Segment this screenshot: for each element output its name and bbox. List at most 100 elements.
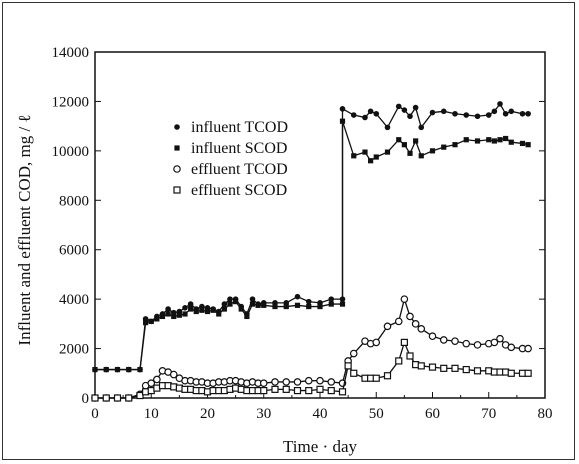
data-point-influent-tcod — [452, 110, 458, 117]
x-tick-label: 0 — [91, 406, 99, 422]
data-point-influent-scod — [255, 302, 261, 308]
data-point-effluent-tcod — [473, 341, 482, 349]
data-point-influent-scod — [204, 308, 211, 315]
data-point-effluent-tcod — [349, 349, 358, 358]
y-tick-label: 10000 — [52, 144, 90, 160]
x-axis: 0 10 20 30 40 50 60 70 80 — [91, 392, 553, 422]
data-point-effluent-scod — [316, 385, 324, 393]
data-point-effluent-scod — [136, 391, 144, 400]
data-point-effluent-scod — [383, 372, 392, 380]
data-point-effluent-scod — [271, 385, 279, 393]
data-point-influent-scod — [92, 366, 98, 373]
y-tick-label: 6000 — [59, 243, 89, 259]
data-point-influent-scod — [216, 311, 222, 317]
data-point-influent-scod — [114, 366, 121, 373]
data-point-effluent-scod — [395, 357, 403, 365]
data-point-effluent-tcod — [490, 338, 499, 347]
data-point-effluent-tcod — [439, 336, 448, 344]
data-point-effluent-tcod — [462, 339, 471, 348]
data-point-influent-scod — [165, 311, 171, 317]
data-point-influent-tcod — [165, 306, 171, 312]
legend-marker-effluent-scod — [173, 186, 181, 194]
data-point-effluent-scod — [417, 362, 425, 370]
data-point-influent-tcod — [497, 101, 503, 107]
data-point-influent-tcod — [384, 124, 391, 131]
data-point-influent-tcod — [485, 112, 492, 118]
data-point-influent-scod — [176, 312, 182, 318]
legend-label-influent-scod: influent SCOD — [191, 140, 287, 157]
data-point-influent-scod — [261, 302, 267, 308]
y-axis-title: Influent and effluent COD, mg / ℓ — [15, 114, 34, 345]
data-point-influent-tcod — [440, 108, 447, 115]
legend-label-influent-tcod: influent TCOD — [191, 119, 288, 136]
x-tick-label: 40 — [313, 406, 328, 422]
data-point-influent-scod — [407, 150, 413, 156]
legend-marker-effluent-tcod — [173, 165, 181, 173]
legend-marker-influent-scod — [174, 145, 180, 151]
data-point-influent-scod — [294, 302, 301, 308]
data-point-effluent-scod — [305, 386, 313, 395]
data-point-influent-scod — [508, 139, 514, 145]
data-point-effluent-scod — [327, 386, 335, 395]
series-line-influent-tcod — [95, 102, 529, 371]
data-point-effluent-scod — [406, 352, 414, 360]
data-point-influent-scod — [244, 313, 250, 320]
data-point-effluent-tcod — [394, 317, 403, 326]
data-point-influent-scod — [143, 320, 149, 326]
data-point-influent-scod — [171, 313, 177, 320]
y-tick-label: 2000 — [59, 342, 89, 358]
data-point-effluent-scod — [350, 369, 358, 377]
data-point-effluent-scod — [400, 338, 408, 346]
data-point-influent-scod — [351, 153, 357, 159]
data-point-influent-scod — [283, 303, 289, 310]
data-point-influent-tcod — [525, 110, 531, 117]
data-point-influent-tcod — [519, 110, 526, 117]
data-point-influent-scod — [148, 318, 154, 324]
data-point-influent-scod — [199, 307, 205, 313]
data-point-effluent-scod — [338, 388, 347, 396]
data-point-effluent-scod — [451, 364, 459, 372]
data-point-influent-scod — [339, 301, 346, 307]
y-tick-label: 8000 — [59, 193, 89, 209]
data-point-influent-tcod — [182, 304, 188, 311]
data-point-influent-scod — [221, 306, 227, 312]
data-point-influent-tcod — [367, 108, 374, 115]
legend-marker-influent-tcod — [174, 124, 180, 130]
data-point-influent-tcod — [463, 112, 470, 118]
x-axis-title: Time · day — [283, 437, 357, 456]
data-point-influent-scod — [441, 144, 447, 150]
data-point-influent-scod — [401, 142, 407, 148]
data-point-influent-tcod — [401, 107, 408, 113]
data-point-influent-tcod — [362, 114, 368, 121]
data-point-effluent-scod — [113, 394, 122, 402]
data-point-influent-tcod — [407, 113, 413, 120]
data-point-influent-tcod — [429, 109, 436, 116]
data-point-effluent-scod — [344, 362, 352, 370]
data-point-influent-scod — [429, 148, 436, 154]
data-point-influent-scod — [463, 137, 469, 143]
data-point-influent-scod — [306, 303, 312, 310]
data-point-influent-scod — [503, 135, 509, 142]
data-point-effluent-tcod — [316, 376, 324, 385]
data-point-effluent-tcod — [428, 332, 437, 341]
x-tick-label: 50 — [369, 406, 384, 422]
data-point-effluent-tcod — [507, 343, 516, 352]
y-axis: 0 2000 4000 6000 8000 10000 12000 14000 — [52, 45, 545, 407]
data-point-effluent-tcod — [147, 379, 156, 387]
x-tick-label: 70 — [481, 406, 496, 422]
data-point-influent-tcod — [395, 103, 402, 110]
data-point-effluent-tcod — [451, 337, 459, 345]
data-point-influent-scod — [193, 308, 199, 315]
data-point-influent-tcod — [339, 106, 346, 112]
data-point-effluent-tcod — [383, 322, 392, 331]
data-point-influent-scod — [384, 149, 391, 155]
x-tick-label: 20 — [200, 406, 215, 422]
data-point-influent-scod — [233, 299, 239, 305]
data-point-effluent-scod — [507, 369, 515, 377]
data-point-influent-tcod — [227, 296, 233, 302]
data-point-effluent-tcod — [153, 375, 161, 384]
y-tick-label: 12000 — [52, 94, 90, 110]
data-point-influent-scod — [413, 138, 419, 144]
data-point-influent-tcod — [412, 104, 419, 111]
